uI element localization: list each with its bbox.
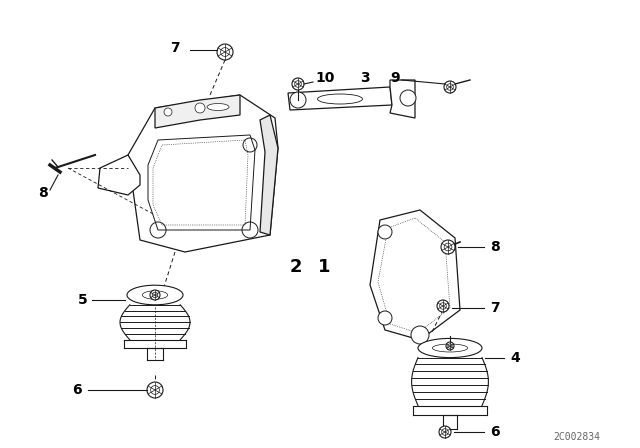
Text: 1: 1 [318, 258, 330, 276]
Polygon shape [98, 155, 140, 195]
Text: 7: 7 [490, 301, 500, 315]
Circle shape [147, 382, 163, 398]
Text: 5: 5 [78, 293, 88, 307]
Text: 3: 3 [360, 71, 370, 85]
Circle shape [444, 81, 456, 93]
Circle shape [441, 240, 455, 254]
Ellipse shape [317, 94, 362, 104]
Text: 4: 4 [510, 351, 520, 365]
Text: 8: 8 [38, 186, 48, 200]
Circle shape [378, 225, 392, 239]
Circle shape [446, 342, 454, 350]
Text: 7: 7 [170, 41, 180, 55]
Polygon shape [148, 135, 255, 230]
Circle shape [164, 108, 172, 116]
Circle shape [290, 92, 306, 108]
Circle shape [217, 44, 233, 60]
Circle shape [411, 326, 429, 344]
Polygon shape [128, 95, 278, 252]
Polygon shape [260, 115, 278, 235]
Text: 8: 8 [490, 240, 500, 254]
Circle shape [150, 290, 160, 300]
Polygon shape [288, 87, 392, 110]
Circle shape [400, 90, 416, 106]
Polygon shape [390, 80, 415, 118]
Circle shape [195, 103, 205, 113]
Circle shape [378, 311, 392, 325]
Text: 2C002834: 2C002834 [553, 432, 600, 442]
Ellipse shape [207, 103, 229, 111]
Text: 10: 10 [315, 71, 334, 85]
Polygon shape [370, 210, 460, 340]
Circle shape [439, 426, 451, 438]
Text: 9: 9 [390, 71, 399, 85]
Polygon shape [155, 95, 240, 128]
Text: 6: 6 [490, 425, 500, 439]
Ellipse shape [418, 338, 482, 358]
Text: 2: 2 [290, 258, 303, 276]
Circle shape [292, 78, 304, 90]
Text: 6: 6 [72, 383, 82, 397]
Circle shape [437, 300, 449, 312]
Ellipse shape [127, 285, 183, 305]
